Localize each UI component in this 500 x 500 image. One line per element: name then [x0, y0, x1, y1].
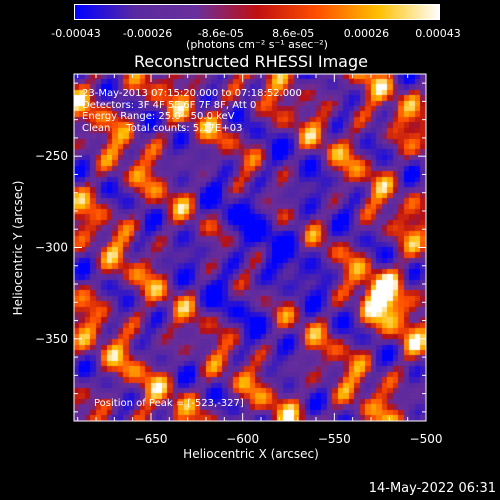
- peak-position-label: Position of Peak = [-523,-327]: [94, 398, 244, 409]
- heatmap-image: [74, 74, 426, 421]
- x-tick-label: −550: [318, 432, 351, 446]
- x-tick-label: −650: [135, 432, 168, 446]
- colorbar-units: (photons cm⁻² s⁻¹ asec⁻²): [186, 38, 328, 51]
- y-tick-label: −250: [35, 149, 68, 163]
- plot-timestamp: 14-May-2022 06:31: [368, 481, 496, 496]
- colorbar-tick-label: -8.6e-05: [197, 27, 244, 40]
- colorbar-tick-label: 0.00043: [415, 27, 461, 40]
- y-tick-label: −350: [35, 332, 68, 346]
- y-tick-label: −300: [35, 241, 68, 255]
- colorbar-tick-label: -0.00026: [122, 27, 173, 40]
- chart-title: Reconstructed RHESSI Image: [134, 52, 368, 71]
- colorbar: [74, 4, 440, 20]
- plot-frame: [73, 73, 427, 422]
- detectors-label: Detectors: 3F 4F 5F 6F 7F 8F, Att 0: [82, 99, 257, 111]
- energy-range-label: Energy Range: 25.0 - 50.0 keV: [82, 111, 235, 122]
- plot-area: 23-May-2013 07:15:20.000 to 07:18:52.000…: [74, 74, 426, 421]
- clean-counts-label: Clean Total counts: 5.17E+03: [82, 122, 243, 134]
- x-tick-label: −600: [226, 432, 259, 446]
- colorbar-tick-label: -0.00043: [51, 27, 101, 40]
- colorbar-tick-label: 8.6e-05: [272, 27, 315, 40]
- x-axis-label: Heliocentric X (arcsec): [183, 447, 319, 461]
- time-range-label: 23-May-2013 07:15:20.000 to 07:18:52.000: [82, 88, 302, 99]
- y-axis-label: Heliocentric Y (arcsec): [11, 180, 25, 316]
- x-tick-label: −500: [410, 432, 443, 446]
- colorbar-tick-label: 0.00026: [343, 27, 390, 40]
